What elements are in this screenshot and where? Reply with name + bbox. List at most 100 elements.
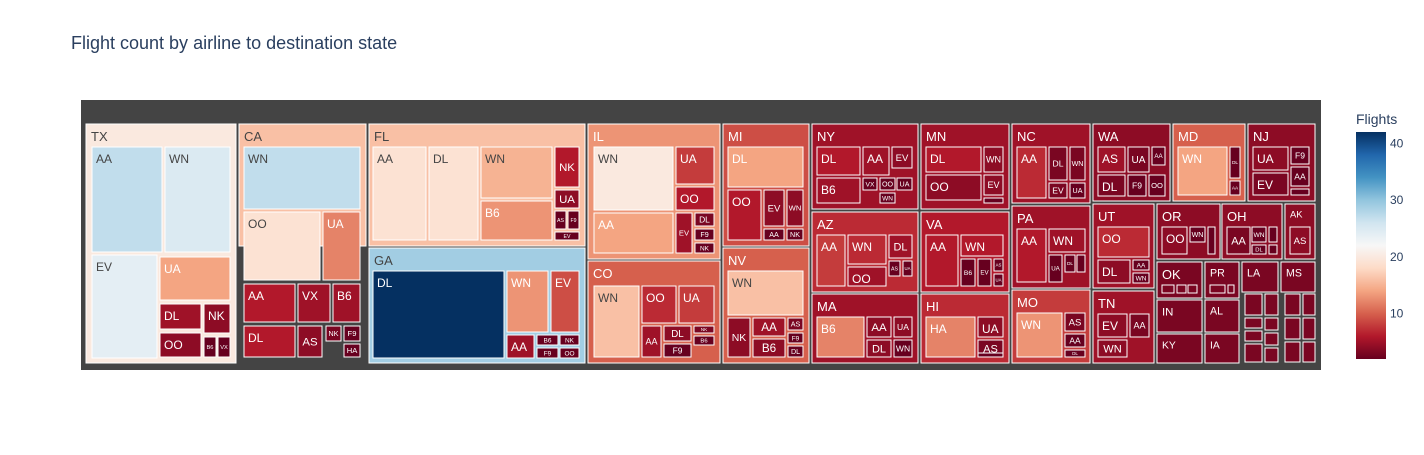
airline-rect[interactable]: [1048, 182, 1068, 199]
state-tile-ny[interactable]: NY DL AA EV B6 VX OO UA WN: [811, 123, 919, 210]
state-tile-oh[interactable]: OH AA WN DL: [1221, 203, 1283, 260]
airline-tile-ut-dl[interactable]: DL: [1097, 259, 1131, 284]
airline-tile-fl-ua[interactable]: UA: [554, 189, 580, 209]
airline-rect[interactable]: [164, 146, 231, 253]
airline-tile-mo-dl[interactable]: DL: [1064, 349, 1086, 358]
airline-rect[interactable]: [203, 336, 217, 358]
airline-rect[interactable]: [694, 242, 715, 254]
airline-rect[interactable]: [550, 270, 580, 333]
airline-tile-ga-f9[interactable]: F9: [536, 347, 559, 359]
airline-tile-md-wn[interactable]: WN: [1177, 146, 1228, 196]
airline-rect[interactable]: [554, 210, 567, 230]
state-tile-la[interactable]: LA: [1241, 261, 1279, 363]
airline-tile-ny-ua[interactable]: UA: [896, 177, 913, 191]
airline-tile-co-b6[interactable]: B6: [693, 335, 715, 346]
airline-tile-mn-dl[interactable]: DL: [925, 146, 982, 173]
state-tile-ma[interactable]: MA B6 AA UA DL WN: [811, 293, 919, 364]
airline-rect[interactable]: [559, 347, 580, 359]
airline-tile-il-wn[interactable]: WN: [593, 146, 674, 211]
airline-mini-rect[interactable]: [1244, 330, 1263, 342]
airline-rect[interactable]: [1069, 182, 1086, 199]
airline-rect[interactable]: [1064, 254, 1076, 273]
airline-rect[interactable]: [1177, 146, 1228, 196]
airline-rect[interactable]: [727, 270, 804, 316]
airline-mini-rect[interactable]: [1244, 293, 1263, 316]
airline-rect[interactable]: [506, 270, 549, 333]
airline-rect[interactable]: [1127, 146, 1150, 173]
state-tile-fl[interactable]: FL AA DL WN NK B6 UA AS F9 EV: [368, 123, 586, 247]
airline-rect[interactable]: [977, 316, 1004, 338]
airline-rect[interactable]: [593, 212, 674, 254]
airline-tile-oh-ev[interactable]: [1268, 226, 1278, 243]
airline-tile-mi-nk[interactable]: NK: [786, 228, 804, 241]
airline-rect[interactable]: [343, 325, 361, 342]
airline-tile-tn-ev[interactable]: EV: [1097, 313, 1128, 338]
airline-rect[interactable]: [554, 189, 580, 209]
airline-tile-ca-as[interactable]: AS: [297, 325, 323, 358]
airline-tile-ga-aa[interactable]: AA: [506, 334, 535, 359]
state-rect[interactable]: [1280, 261, 1316, 293]
airline-rect[interactable]: [1097, 259, 1131, 284]
airline-tile-va-ua[interactable]: UA: [993, 273, 1004, 287]
airline-tile-wa-ua[interactable]: UA: [1127, 146, 1150, 173]
state-tile-ok[interactable]: OK: [1156, 261, 1203, 299]
airline-tile-nc-dl[interactable]: DL: [1048, 146, 1068, 181]
airline-rect[interactable]: [1161, 226, 1188, 255]
airline-rect[interactable]: [727, 146, 804, 188]
airline-rect[interactable]: [1148, 174, 1166, 197]
airline-tile-fl-nk[interactable]: NK: [554, 146, 580, 188]
airline-rect[interactable]: [847, 234, 887, 265]
airline-rect[interactable]: [332, 283, 361, 323]
airline-tile-tx-b6[interactable]: B6: [203, 336, 217, 358]
airline-rect[interactable]: [787, 317, 804, 331]
state-tile-az[interactable]: AZ AA WN DL OO AS UA: [811, 211, 919, 293]
airline-tile-ca-nk[interactable]: NK: [325, 325, 342, 342]
airline-rect[interactable]: [343, 343, 361, 358]
airline-tile-ma-aa[interactable]: AA: [866, 316, 892, 338]
airline-tile-fl-ev[interactable]: EV: [554, 231, 580, 241]
airline-rect[interactable]: [786, 189, 804, 227]
airline-rect[interactable]: [1064, 333, 1086, 348]
airline-rect[interactable]: [888, 234, 913, 259]
state-tile-nc[interactable]: NC AA DL WN EV UA: [1011, 123, 1091, 204]
airline-tile-ut-oo[interactable]: OO: [1097, 226, 1150, 258]
airline-rect[interactable]: [243, 283, 296, 323]
airline-rect[interactable]: [862, 146, 890, 176]
airline-rect[interactable]: [847, 266, 887, 287]
airline-tile-az-dl[interactable]: DL: [888, 234, 913, 259]
airline-rect[interactable]: [1132, 272, 1150, 284]
airline-rect[interactable]: [925, 146, 982, 173]
airline-tile-nc-ua[interactable]: UA: [1069, 182, 1086, 199]
airline-tile-nj-dl[interactable]: [1290, 188, 1310, 196]
airline-tile-ca-aa[interactable]: AA: [243, 283, 296, 323]
airline-tile-il-ua[interactable]: UA: [675, 146, 715, 185]
airline-rect[interactable]: [879, 177, 896, 191]
airline-tile-ny-oo[interactable]: OO: [879, 177, 896, 191]
airline-tile-il-f9[interactable]: F9: [694, 228, 715, 241]
airline-rect[interactable]: [91, 146, 163, 253]
airline-rect[interactable]: [1097, 313, 1128, 338]
airline-rect[interactable]: [663, 343, 692, 358]
airline-tile-ga-wn[interactable]: WN: [506, 270, 549, 333]
airline-mini-rect[interactable]: [1244, 343, 1263, 363]
airline-tile-ut-wn[interactable]: WN: [1132, 272, 1150, 284]
state-tile-in[interactable]: IN: [1156, 299, 1203, 333]
airline-tile-tx-vx[interactable]: VX: [217, 336, 231, 358]
airline-rect[interactable]: [902, 260, 913, 277]
airline-tile-or-as[interactable]: [1207, 226, 1216, 255]
airline-tile-mn-ev[interactable]: EV: [983, 174, 1004, 196]
airline-rect[interactable]: [567, 210, 580, 230]
airline-rect[interactable]: [816, 177, 861, 204]
airline-rect[interactable]: [243, 325, 296, 358]
airline-tile-ny-dl[interactable]: DL: [816, 146, 861, 176]
airline-tile-mn-wn[interactable]: WN: [983, 146, 1004, 173]
state-tile-co[interactable]: CO WN OO UA AA DL NK F9 B6: [587, 260, 721, 364]
airline-tile-pa-ev[interactable]: [1076, 254, 1086, 273]
airline-tile-fl-aa[interactable]: AA: [372, 146, 427, 241]
airline-rect[interactable]: [1252, 172, 1289, 196]
airline-tile-oh-wn[interactable]: WN: [1251, 226, 1267, 243]
airline-tile-nv-dl[interactable]: DL: [787, 345, 804, 358]
airline-rect[interactable]: [891, 146, 913, 169]
airline-tile-fl-as[interactable]: AS: [554, 210, 567, 230]
airline-rect[interactable]: [1097, 339, 1128, 358]
